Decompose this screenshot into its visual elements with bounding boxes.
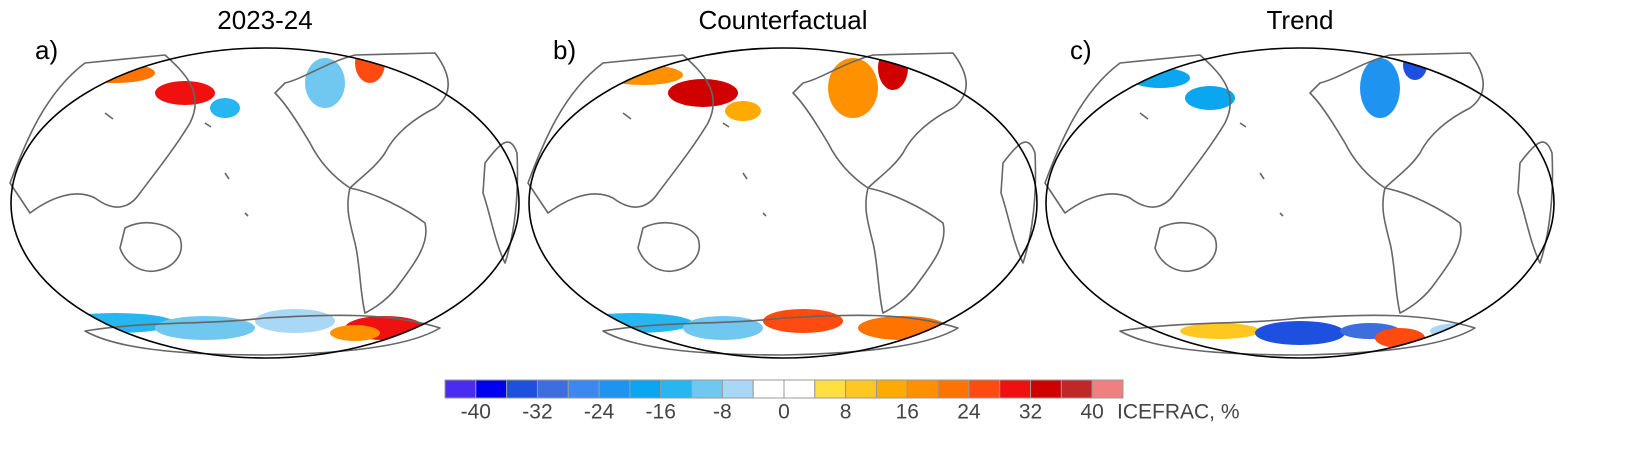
colorbar-box (444, 379, 477, 399)
ice-anomaly (255, 309, 335, 333)
panel-title: Trend (1267, 5, 1334, 35)
colorbar-box (1060, 379, 1093, 399)
ice-anomaly (330, 325, 380, 341)
ice-anomaly (573, 313, 693, 333)
colorbar-box (721, 379, 754, 399)
panel-label: c) (1070, 35, 1092, 65)
coastlines (9, 52, 519, 356)
ice-anomaly (553, 315, 613, 331)
ice-anomaly (683, 316, 763, 340)
map-border (10, 47, 520, 359)
ice-anomaly (763, 309, 843, 333)
ice-anomaly (725, 101, 761, 121)
colorbar-box (475, 379, 508, 399)
ice-anomaly (155, 316, 255, 340)
panel-label: b) (553, 35, 576, 65)
ice-anomaly (1255, 321, 1345, 345)
colorbar-box (536, 379, 569, 399)
map (9, 47, 520, 359)
colorbar-box (906, 379, 939, 399)
ice-anomaly (1360, 58, 1400, 118)
colorbar-box (691, 379, 723, 399)
ice-anomaly (35, 315, 95, 331)
map-border (1045, 47, 1555, 359)
colorbar-label: ICEFRAC, % (1117, 401, 1240, 424)
colorbar-box (937, 379, 970, 399)
map (1044, 47, 1555, 359)
colorbar-box (845, 379, 877, 399)
colorbar-tick-label: -16 (646, 401, 676, 424)
colorbar-box (660, 379, 693, 399)
colorbar-tick-label: -8 (713, 401, 732, 424)
ice-anomaly (1130, 68, 1190, 88)
ice-anomaly (828, 58, 878, 118)
ice-anomaly (603, 65, 683, 85)
coastlines (1044, 52, 1554, 356)
colorbar-box (752, 379, 785, 399)
ice-anomaly (75, 63, 155, 83)
colorbar-box (506, 379, 538, 399)
ice-anomaly (1430, 323, 1490, 339)
colorbar-tick-label: 32 (1019, 401, 1042, 424)
colorbar-tick-label: 24 (957, 401, 981, 424)
colorbar-box (629, 379, 662, 399)
colorbar-box (999, 379, 1032, 399)
colorbar-box (598, 379, 631, 399)
panel-title: Counterfactual (698, 5, 867, 35)
map-border (528, 47, 1038, 359)
colorbar-tick-label: -24 (584, 401, 615, 424)
ice-field (1065, 50, 1490, 348)
colorbar-box (814, 379, 847, 399)
colorbar-box (1091, 379, 1124, 399)
colorbar-tick-label: 40 (1081, 401, 1104, 424)
colorbar-box (783, 379, 816, 399)
panel-title: 2023-24 (217, 5, 312, 35)
colorbar-tick-label: 16 (896, 401, 919, 424)
ice-anomaly (210, 98, 240, 118)
colorbar: -40 -32 -24 -16 -8 0 8 16 24 32 40 ICEFRAC, % (444, 379, 1240, 424)
ice-anomaly (1185, 86, 1235, 110)
coastlines (527, 52, 1037, 356)
ice-anomaly (668, 79, 738, 107)
panels: 2023-24 a) Counterfactual b) Trend c) (9, 5, 1555, 359)
ice-anomaly (355, 48, 385, 83)
colorbar-tick-label: -32 (522, 401, 552, 424)
ice-anomaly (878, 48, 908, 90)
colorbar-box (567, 379, 600, 399)
colorbar-tick-label: 0 (778, 401, 790, 424)
map (527, 47, 1038, 359)
colorbar-box (1030, 379, 1062, 399)
colorbar-tick-label: -40 (461, 401, 491, 424)
colorbar-box (968, 379, 1001, 399)
colorbar-box (875, 379, 908, 399)
ice-anomaly (155, 81, 215, 105)
panel-label: a) (35, 35, 58, 65)
ice-anomaly (1180, 323, 1260, 339)
colorbar-tick-label: 8 (840, 401, 852, 424)
